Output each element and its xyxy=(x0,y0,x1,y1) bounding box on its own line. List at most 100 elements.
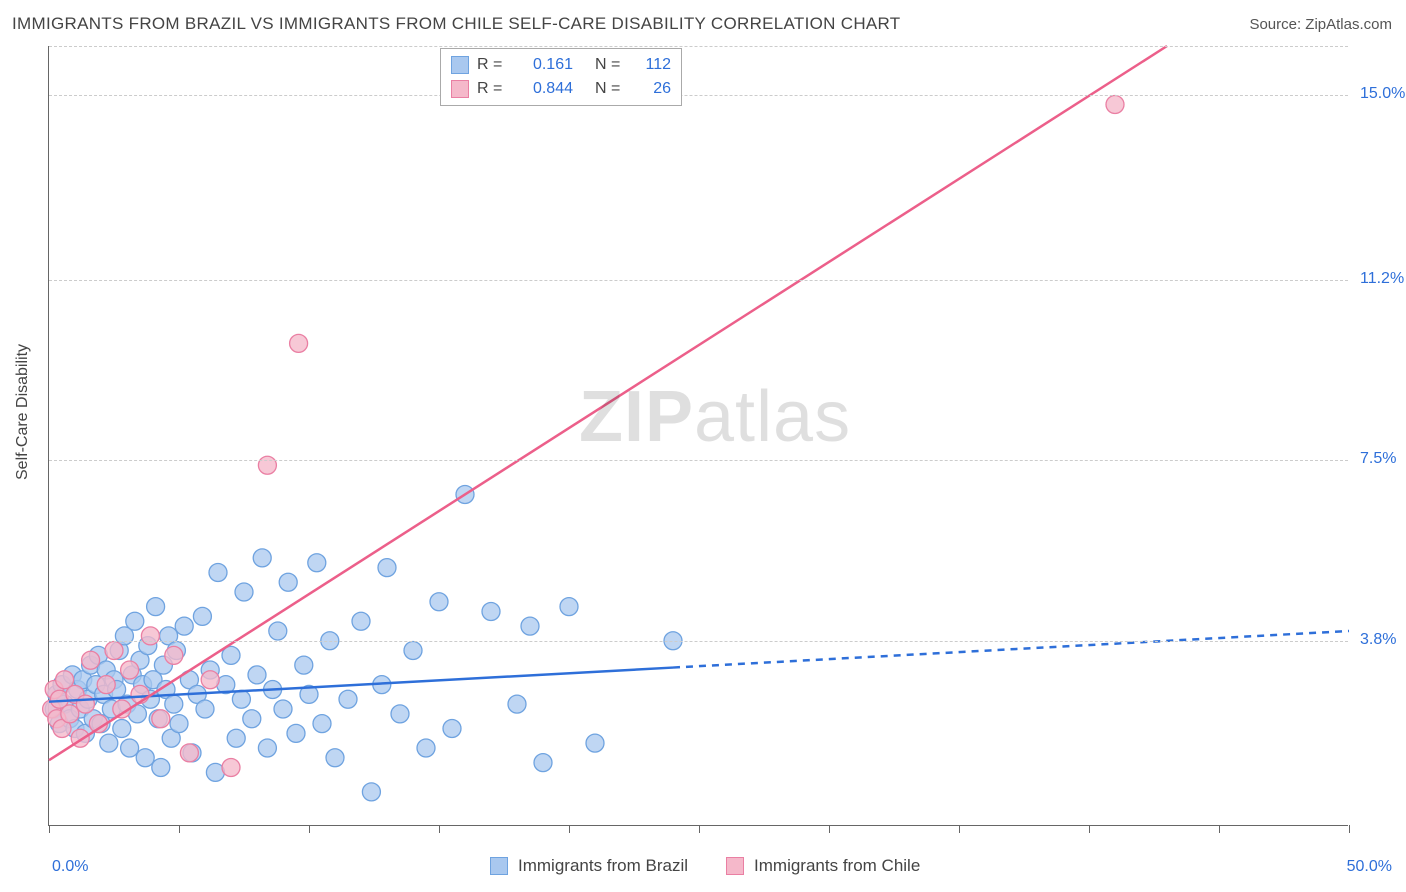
legend-series-label: Immigrants from Chile xyxy=(754,856,920,876)
y-tick-label: 3.8% xyxy=(1360,631,1396,649)
brazil-point xyxy=(147,598,165,616)
brazil-point xyxy=(196,700,214,718)
legend-swatch xyxy=(490,857,508,875)
brazil-point xyxy=(121,739,139,757)
legend-bottom: Immigrants from Brazil Immigrants from Ch… xyxy=(490,856,948,876)
x-tick xyxy=(959,825,960,833)
chile-point xyxy=(1106,96,1124,114)
brazil-point xyxy=(126,612,144,630)
gridline xyxy=(49,460,1348,461)
brazil-point xyxy=(258,739,276,757)
brazil-point xyxy=(165,695,183,713)
watermark-light: atlas xyxy=(694,377,851,457)
brazil-point xyxy=(248,666,266,684)
brazil-point xyxy=(326,749,344,767)
r-value: 0.161 xyxy=(519,56,573,74)
y-axis-title: Self-Care Disability xyxy=(14,344,32,480)
chile-point xyxy=(180,744,198,762)
chile-point xyxy=(121,661,139,679)
brazil-point xyxy=(391,705,409,723)
legend-swatch xyxy=(726,857,744,875)
chile-point xyxy=(105,642,123,660)
brazil-point xyxy=(508,695,526,713)
brazil-point xyxy=(308,554,326,572)
brazil-point xyxy=(243,710,261,728)
y-tick-label: 15.0% xyxy=(1360,85,1405,103)
brazil-point xyxy=(170,715,188,733)
chart-title: IMMIGRANTS FROM BRAZIL VS IMMIGRANTS FRO… xyxy=(12,14,901,33)
x-axis-start-label: 0.0% xyxy=(52,858,88,876)
n-value: 26 xyxy=(637,80,671,98)
watermark-bold: ZIP xyxy=(579,377,694,457)
chile-point xyxy=(76,695,94,713)
x-tick xyxy=(1089,825,1090,833)
source-attribution: Source: ZipAtlas.com xyxy=(1249,16,1392,33)
chile-point xyxy=(141,627,159,645)
brazil-point xyxy=(417,739,435,757)
brazil-point xyxy=(560,598,578,616)
chile-point xyxy=(152,710,170,728)
n-value: 112 xyxy=(637,56,671,74)
chile-point xyxy=(290,334,308,352)
x-tick xyxy=(439,825,440,833)
legend-swatch xyxy=(451,80,469,98)
gridline xyxy=(49,641,1348,642)
chile-point xyxy=(82,651,100,669)
gridline xyxy=(49,95,1348,96)
watermark: ZIPatlas xyxy=(579,376,851,458)
scatter-plot-area: ZIPatlas xyxy=(48,46,1348,826)
brazil-point xyxy=(443,720,461,738)
brazil-point xyxy=(482,603,500,621)
brazil-point xyxy=(521,617,539,635)
x-tick xyxy=(179,825,180,833)
brazil-point xyxy=(534,754,552,772)
x-tick xyxy=(1219,825,1220,833)
y-tick-label: 11.2% xyxy=(1360,270,1404,288)
x-tick xyxy=(569,825,570,833)
brazil-point xyxy=(287,724,305,742)
n-label: N = xyxy=(595,80,629,98)
chile-point xyxy=(222,759,240,777)
brazil-point xyxy=(113,720,131,738)
brazil-point xyxy=(362,783,380,801)
legend-series-label: Immigrants from Brazil xyxy=(518,856,688,876)
chile-point xyxy=(61,705,79,723)
r-label: R = xyxy=(477,80,511,98)
brazil-point xyxy=(100,734,118,752)
chile-point xyxy=(165,646,183,664)
legend-stats-box: R = 0.161 N = 112 R = 0.844 N = 26 xyxy=(440,48,682,106)
r-label: R = xyxy=(477,56,511,74)
brazil-point xyxy=(279,573,297,591)
brazil-point xyxy=(339,690,357,708)
brazil-point xyxy=(313,715,331,733)
title-bar: IMMIGRANTS FROM BRAZIL VS IMMIGRANTS FRO… xyxy=(12,14,1394,42)
chile-point xyxy=(97,676,115,694)
brazil-point xyxy=(232,690,250,708)
gridline xyxy=(49,46,1348,47)
chile-point xyxy=(258,456,276,474)
brazil-point xyxy=(227,729,245,747)
brazil-point xyxy=(175,617,193,635)
brazil-point xyxy=(193,607,211,625)
y-tick-label: 7.5% xyxy=(1360,450,1396,468)
brazil-point xyxy=(274,700,292,718)
x-tick xyxy=(829,825,830,833)
brazil-point xyxy=(404,642,422,660)
chile-point xyxy=(201,671,219,689)
gridline xyxy=(49,280,1348,281)
brazil-point xyxy=(586,734,604,752)
brazil-point xyxy=(295,656,313,674)
legend-stats-row: R = 0.844 N = 26 xyxy=(451,77,671,101)
brazil-point xyxy=(209,564,227,582)
x-tick xyxy=(309,825,310,833)
brazil-point xyxy=(253,549,271,567)
x-tick xyxy=(49,825,50,833)
brazil-point xyxy=(352,612,370,630)
n-label: N = xyxy=(595,56,629,74)
brazil-point xyxy=(430,593,448,611)
brazil-point xyxy=(235,583,253,601)
brazil-point xyxy=(378,559,396,577)
brazil-trend-dashed xyxy=(673,631,1349,668)
r-value: 0.844 xyxy=(519,80,573,98)
legend-swatch xyxy=(451,56,469,74)
